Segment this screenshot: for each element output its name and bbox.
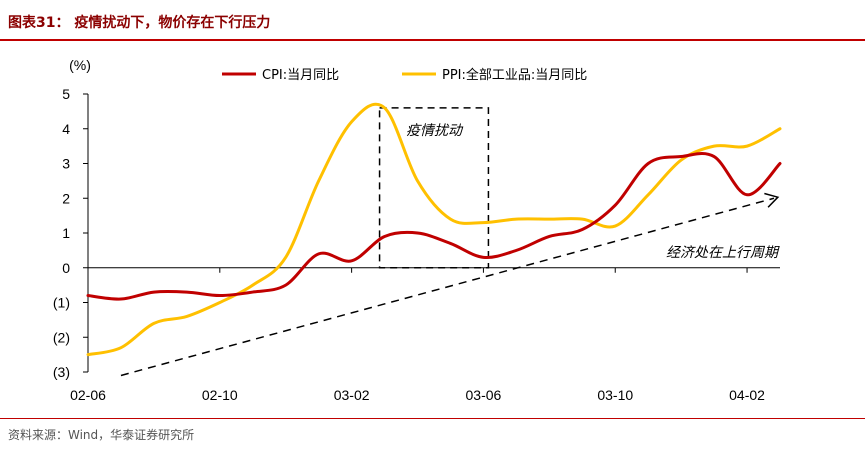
y-tick-label: 4 (62, 121, 70, 137)
x-tick-label: 03-10 (597, 387, 633, 403)
y-unit-label: (%) (69, 57, 91, 73)
trend-annotation: 经济处在上行周期 (666, 245, 780, 261)
x-tick-label: 03-06 (466, 387, 502, 403)
trend-arrow-head (764, 192, 780, 208)
dashed-box (378, 107, 490, 269)
trend-arrow-line (120, 197, 775, 377)
x-tick-label: 04-02 (729, 387, 765, 403)
axes: 5 4 3 2 1 0 (1) (2) (3)02-06 02-10 03-02 03-06 03-10… (53, 57, 780, 403)
title-rule (0, 39, 865, 41)
y-tick-label: (3) (53, 364, 70, 380)
y-tick-label: 3 (62, 156, 70, 172)
chart-title: 图表31： 疫情扰动下，物价存在下行压力 (8, 15, 271, 31)
x-tick-label: 02-10 (202, 387, 238, 403)
y-tick-label: 1 (62, 225, 70, 241)
x-tick-label: 03-02 (334, 387, 370, 403)
legend: CPI:当月同比 PPI:全部工业品:当月同比 (222, 67, 587, 83)
series-group (86, 102, 782, 357)
legend-label-ppi: PPI:全部工业品:当月同比 (442, 67, 587, 83)
footer-rule (0, 418, 865, 419)
y-tick-label: (2) (53, 329, 70, 345)
y-tick-label: 2 (62, 190, 70, 206)
chart: 5 4 3 2 1 0 (1) (2) (3)02-06 02-10 03-02 03-06 03-10… (53, 57, 782, 403)
legend-label-cpi: CPI:当月同比 (262, 68, 339, 83)
box-annotation: 疫情扰动 (406, 123, 464, 139)
header: 图表31： 疫情扰动下，物价存在下行压力 (0, 0, 865, 41)
source-note: 资料来源：Wind，华泰证券研究所 (8, 428, 195, 442)
x-tick-label: 02-06 (70, 387, 106, 403)
y-tick-label: 5 (62, 86, 70, 102)
y-tick-label: 0 (62, 260, 70, 276)
y-tick-label: (1) (53, 295, 70, 311)
cpi-series-line (86, 151, 782, 301)
ppi-series-line (86, 102, 782, 357)
